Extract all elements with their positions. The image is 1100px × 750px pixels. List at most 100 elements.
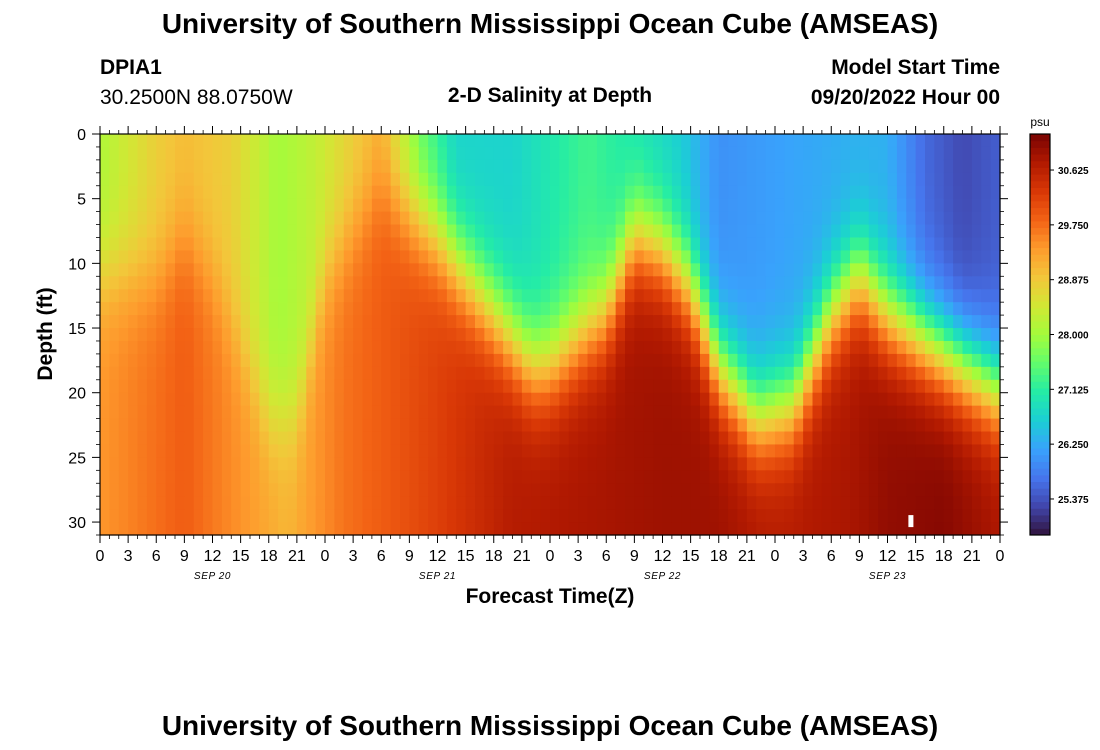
heatmap-cell	[146, 302, 157, 316]
heatmap-cell	[615, 315, 626, 329]
heatmap-cell	[353, 276, 364, 290]
heatmap-cell	[550, 134, 560, 148]
heatmap-cell	[793, 211, 804, 226]
heatmap-cell	[493, 134, 504, 148]
heatmap-cell	[418, 172, 429, 187]
heatmap-cell	[446, 418, 457, 433]
heatmap-cell	[306, 185, 317, 200]
heatmap-cell	[953, 198, 964, 213]
heatmap-cell	[118, 353, 129, 368]
heatmap-cell	[850, 418, 860, 433]
heatmap-cell	[671, 379, 682, 394]
heatmap-cell	[681, 237, 692, 252]
heatmap-cell	[578, 263, 589, 277]
heatmap-cell	[981, 224, 992, 239]
colorbar-segment	[1030, 488, 1050, 496]
heatmap-cell	[606, 340, 617, 355]
station-coordinates: 30.2500N 88.0750W	[100, 86, 293, 109]
heatmap-cell	[615, 185, 626, 200]
heatmap-cell	[981, 483, 992, 497]
heatmap-cell	[503, 302, 514, 316]
heatmap-cell	[803, 328, 814, 342]
heatmap-cell	[662, 237, 673, 252]
heatmap-cell	[156, 392, 167, 407]
heatmap-cell	[193, 522, 204, 536]
heatmap-cell	[175, 159, 185, 174]
heatmap-cell	[437, 444, 448, 458]
heatmap-cell	[259, 289, 270, 303]
heatmap-cell	[118, 185, 129, 200]
heatmap-cell	[512, 172, 523, 187]
heatmap-cell	[259, 431, 270, 446]
heatmap-cell	[334, 315, 345, 329]
heatmap-cell	[371, 483, 382, 497]
heatmap-cell	[906, 340, 917, 355]
heatmap-cell	[475, 470, 485, 484]
heatmap-cell	[953, 470, 964, 484]
heatmap-cell	[709, 418, 720, 433]
heatmap-cell	[671, 340, 682, 355]
heatmap-cell	[746, 496, 757, 510]
heatmap-cell	[390, 289, 401, 303]
heatmap-cell	[175, 353, 185, 368]
heatmap-cell	[840, 276, 851, 290]
heatmap-cell	[371, 250, 382, 264]
heatmap-cell	[353, 224, 364, 239]
heatmap-cell	[568, 340, 579, 355]
heatmap-cell	[250, 431, 260, 446]
heatmap-cell	[625, 379, 635, 394]
heatmap-cell	[587, 172, 598, 187]
heatmap-cell	[484, 276, 495, 290]
heatmap-cell	[353, 470, 364, 484]
heatmap-cell	[512, 366, 523, 381]
heatmap-cell	[353, 418, 364, 433]
heatmap-cell	[953, 328, 964, 342]
heatmap-cell	[596, 315, 607, 329]
heatmap-cell	[971, 483, 982, 497]
heatmap-cell	[240, 224, 251, 239]
heatmap-cell	[821, 134, 832, 148]
heatmap-cell	[915, 353, 926, 368]
x-tick-label: 0	[321, 548, 330, 565]
heatmap-cell	[990, 276, 1001, 290]
heatmap-cell	[296, 431, 307, 446]
heatmap-cell	[540, 470, 551, 484]
heatmap-cell	[775, 250, 785, 264]
heatmap-cell	[306, 328, 317, 342]
heatmap-cell	[353, 444, 364, 458]
heatmap-cell	[531, 198, 542, 213]
heatmap-cell	[934, 224, 945, 239]
heatmap-cell	[990, 134, 1001, 148]
heatmap-cell	[409, 276, 420, 290]
heatmap-cell	[803, 185, 814, 200]
heatmap-cell	[231, 366, 242, 381]
heatmap-cell	[100, 185, 110, 200]
heatmap-cell	[512, 146, 523, 161]
heatmap-cell	[953, 392, 964, 407]
heatmap-cell	[165, 418, 176, 433]
heatmap-cell	[925, 198, 935, 213]
heatmap-cell	[606, 172, 617, 187]
heatmap-cell	[503, 250, 514, 264]
heatmap-cell	[109, 237, 120, 252]
heatmap-cell	[268, 237, 279, 252]
heatmap-cell	[334, 366, 345, 381]
heatmap-cell	[596, 509, 607, 523]
heatmap-cell	[962, 431, 973, 446]
heatmap-cell	[390, 340, 401, 355]
heatmap-cell	[625, 146, 635, 161]
heatmap-cell	[512, 198, 523, 213]
heatmap-cell	[690, 418, 701, 433]
heatmap-cell	[437, 211, 448, 226]
heatmap-cell	[887, 315, 898, 329]
heatmap-cell	[962, 134, 973, 148]
heatmap-cell	[343, 522, 354, 536]
heatmap-cell	[353, 340, 364, 355]
heatmap-cell	[568, 392, 579, 407]
data-marker	[908, 515, 914, 528]
heatmap-cell	[259, 366, 270, 381]
heatmap-cell	[212, 198, 223, 213]
heatmap-cell	[634, 405, 645, 420]
heatmap-cell	[268, 431, 279, 446]
heatmap-cell	[690, 276, 701, 290]
